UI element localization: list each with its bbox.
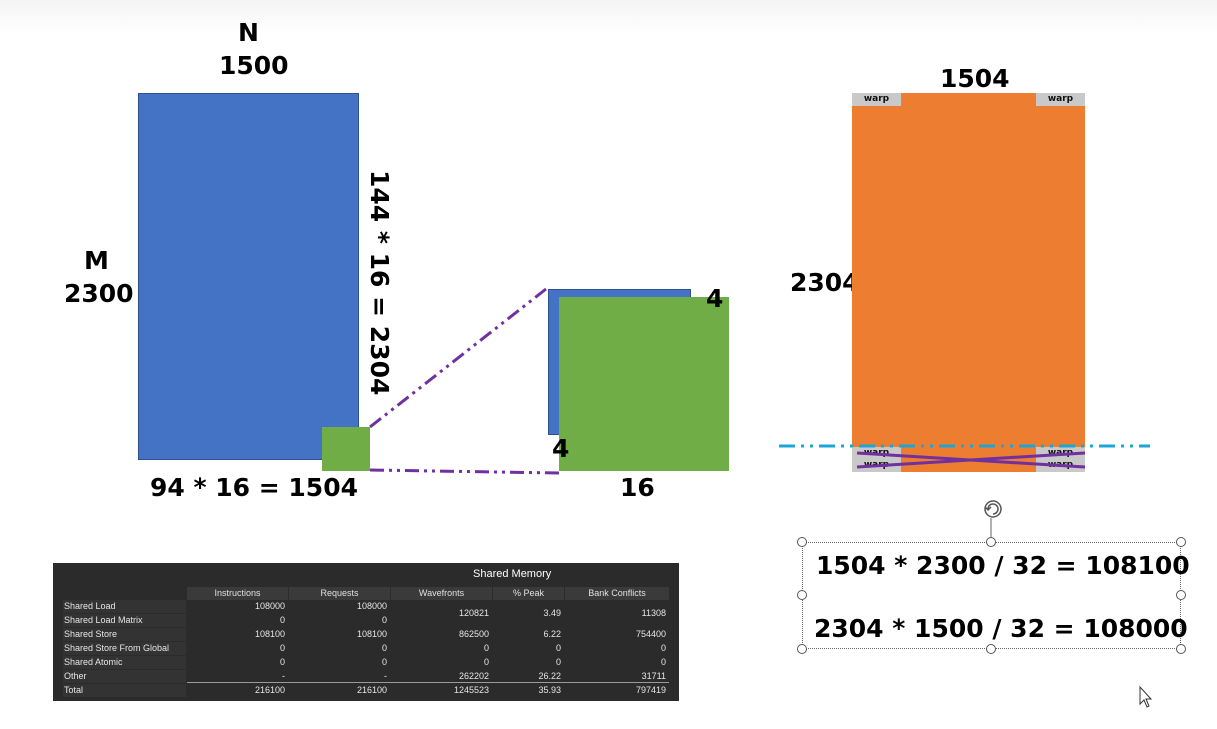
table-row: Shared Atomic 0 0 0 0 0	[53, 656, 679, 670]
resize-handle-left[interactable]	[797, 590, 807, 600]
equation-line-2: 2304 * 1500 / 32 = 108000	[814, 614, 1188, 643]
n-value: 1500	[219, 51, 289, 80]
right-top-label: 1504	[940, 64, 1010, 93]
row-name: Shared Store From Global Load	[63, 642, 186, 666]
equation-text-box[interactable]: 1504 * 2300 / 32 = 108100 2304 * 1500 / …	[802, 542, 1190, 649]
resize-handle-bottom[interactable]	[986, 644, 996, 654]
cell-bank-conflicts: 0	[660, 657, 666, 667]
cell-instructions: 216100	[254, 685, 285, 695]
cell-bank-conflicts: 797419	[635, 685, 666, 695]
right-left-label: 2304	[790, 268, 860, 297]
table-row: Shared Store From Global Load 0 0 0 0 0	[53, 642, 679, 666]
cell-bank-conflicts-merged: 11308	[641, 608, 666, 618]
total-divider	[187, 682, 669, 683]
cell-peak: 35.93	[538, 685, 561, 695]
zoom-bottom-label: 16	[620, 473, 655, 502]
col-header-wavefronts: Wavefronts	[391, 587, 492, 600]
cell-instructions: 0	[279, 643, 285, 653]
cell-peak: 26.22	[538, 671, 561, 681]
table-row: Shared Load 108000 108000	[53, 600, 679, 614]
cell-requests: -	[384, 671, 387, 681]
right-matrix-block	[852, 93, 1085, 472]
table-row: Shared Load Matrix 0 0	[53, 614, 679, 628]
resize-handle-top-right[interactable]	[1176, 537, 1186, 547]
cell-peak: 6.22	[543, 629, 561, 639]
cell-requests: 0	[381, 615, 387, 625]
cell-peak-merged: 3.49	[543, 608, 561, 618]
cell-requests: 216100	[356, 685, 387, 695]
shared-memory-table: Shared Memory Instructions Requests Wave…	[53, 563, 679, 701]
cell-requests: 108000	[356, 601, 387, 611]
width-formula: 94 * 16 = 1504	[150, 473, 358, 502]
zoom-connector-top	[369, 287, 547, 429]
cell-requests: 108100	[356, 629, 387, 639]
shared-memory-title: Shared Memory	[473, 568, 552, 580]
warp-label-top-left: warp	[852, 93, 901, 106]
table-row: Other - - 262202 26.22 31711	[53, 670, 679, 684]
cell-instructions: 108000	[254, 601, 285, 611]
table-row: Total 216100 216100 1245523 35.93 797419	[53, 684, 679, 698]
cell-instructions: 0	[279, 615, 285, 625]
cell-wavefronts: 0	[483, 657, 489, 667]
cell-instructions: -	[282, 671, 285, 681]
row-name: Shared Load Matrix	[63, 614, 186, 627]
col-header-requests: Requests	[289, 587, 390, 600]
cell-requests: 0	[381, 643, 387, 653]
resize-handle-bottom-right[interactable]	[1176, 644, 1186, 654]
table-row: Shared Store 108100 108100 862500 6.22 7…	[53, 628, 679, 642]
row-name: Shared Load	[63, 600, 186, 613]
cell-bank-conflicts: 0	[660, 643, 666, 653]
col-header-peak: % Peak	[493, 587, 564, 600]
cell-instructions: 108100	[254, 629, 285, 639]
zoom-top-right-label: 4	[706, 284, 724, 313]
resize-handle-bottom-left[interactable]	[797, 644, 807, 654]
cell-instructions: 0	[279, 657, 285, 667]
resize-handle-right[interactable]	[1176, 590, 1186, 600]
zoom-left-label: 4	[552, 434, 570, 463]
row-name: Total	[63, 684, 186, 697]
left-matrix-tile	[322, 427, 370, 471]
warp-cross-line-2	[856, 451, 1086, 469]
cell-requests: 0	[381, 657, 387, 667]
m-value: 2300	[64, 279, 134, 308]
rotate-handle-icon[interactable]	[984, 500, 1002, 542]
zoom-tile-front	[559, 297, 729, 471]
cell-peak: 0	[555, 657, 561, 667]
left-matrix-block	[138, 93, 359, 460]
equation-line-1: 1504 * 2300 / 32 = 108100	[816, 551, 1190, 580]
row-name: Shared Atomic	[63, 656, 186, 669]
resize-handle-top-left[interactable]	[797, 537, 807, 547]
col-header-bank-conflicts: Bank Conflicts	[565, 587, 669, 600]
row-name: Shared Store	[63, 628, 186, 641]
cell-peak: 0	[555, 643, 561, 653]
col-header-instructions: Instructions	[187, 587, 288, 600]
cell-wavefronts: 862500	[458, 629, 489, 639]
warp-label-top-right: warp	[1036, 93, 1085, 106]
cell-bank-conflicts: 754400	[635, 629, 666, 639]
height-formula: 144 * 16 = 2304	[365, 170, 394, 396]
cell-wavefronts-merged: 120821	[458, 608, 489, 618]
row-name: Other	[63, 670, 186, 683]
zoom-connector-bottom	[369, 468, 560, 475]
m-label: M	[84, 246, 109, 275]
n-label: N	[238, 18, 259, 47]
window-top-bar	[0, 0, 1217, 34]
cell-wavefronts: 262202	[458, 671, 489, 681]
resize-handle-top[interactable]	[986, 537, 996, 547]
cell-bank-conflicts: 31711	[641, 671, 666, 681]
cell-wavefronts: 0	[483, 643, 489, 653]
mouse-cursor-icon	[1139, 685, 1153, 708]
cell-wavefronts: 1245523	[453, 685, 489, 695]
